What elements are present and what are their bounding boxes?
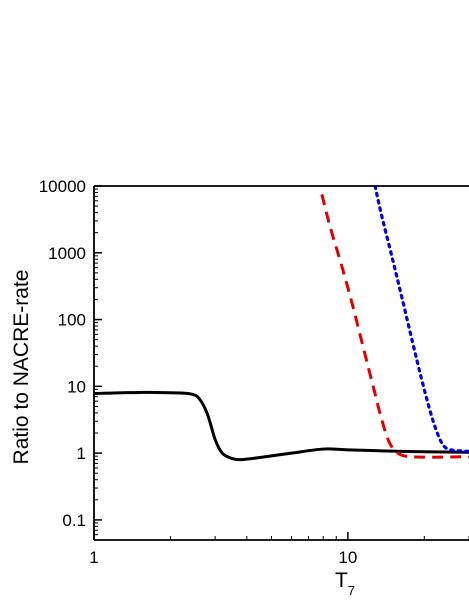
y-tick-label: 0.1 <box>62 511 86 530</box>
series-layer <box>94 186 469 462</box>
y-tick-label: 100 <box>58 311 86 330</box>
y-tick-label: 1000 <box>48 244 86 263</box>
x-tick-label: 10 <box>338 548 357 567</box>
x-axis-title-main: T <box>335 569 348 592</box>
series-line-dashed <box>320 193 469 459</box>
y-tick-label: 10 <box>67 377 86 396</box>
y-tick-label: 10000 <box>39 177 86 196</box>
y-axis-title: Ratio to NACRE-rate <box>10 270 33 465</box>
x-axis-title-subscript: 7 <box>348 583 355 598</box>
x-axis-title: T7 <box>335 569 355 598</box>
series-line-solid <box>94 390 469 462</box>
x-tick-label: 1 <box>89 548 98 567</box>
y-tick-label: 1 <box>77 444 86 463</box>
series-line-dotted <box>373 186 469 454</box>
axes-frame <box>93 185 469 541</box>
